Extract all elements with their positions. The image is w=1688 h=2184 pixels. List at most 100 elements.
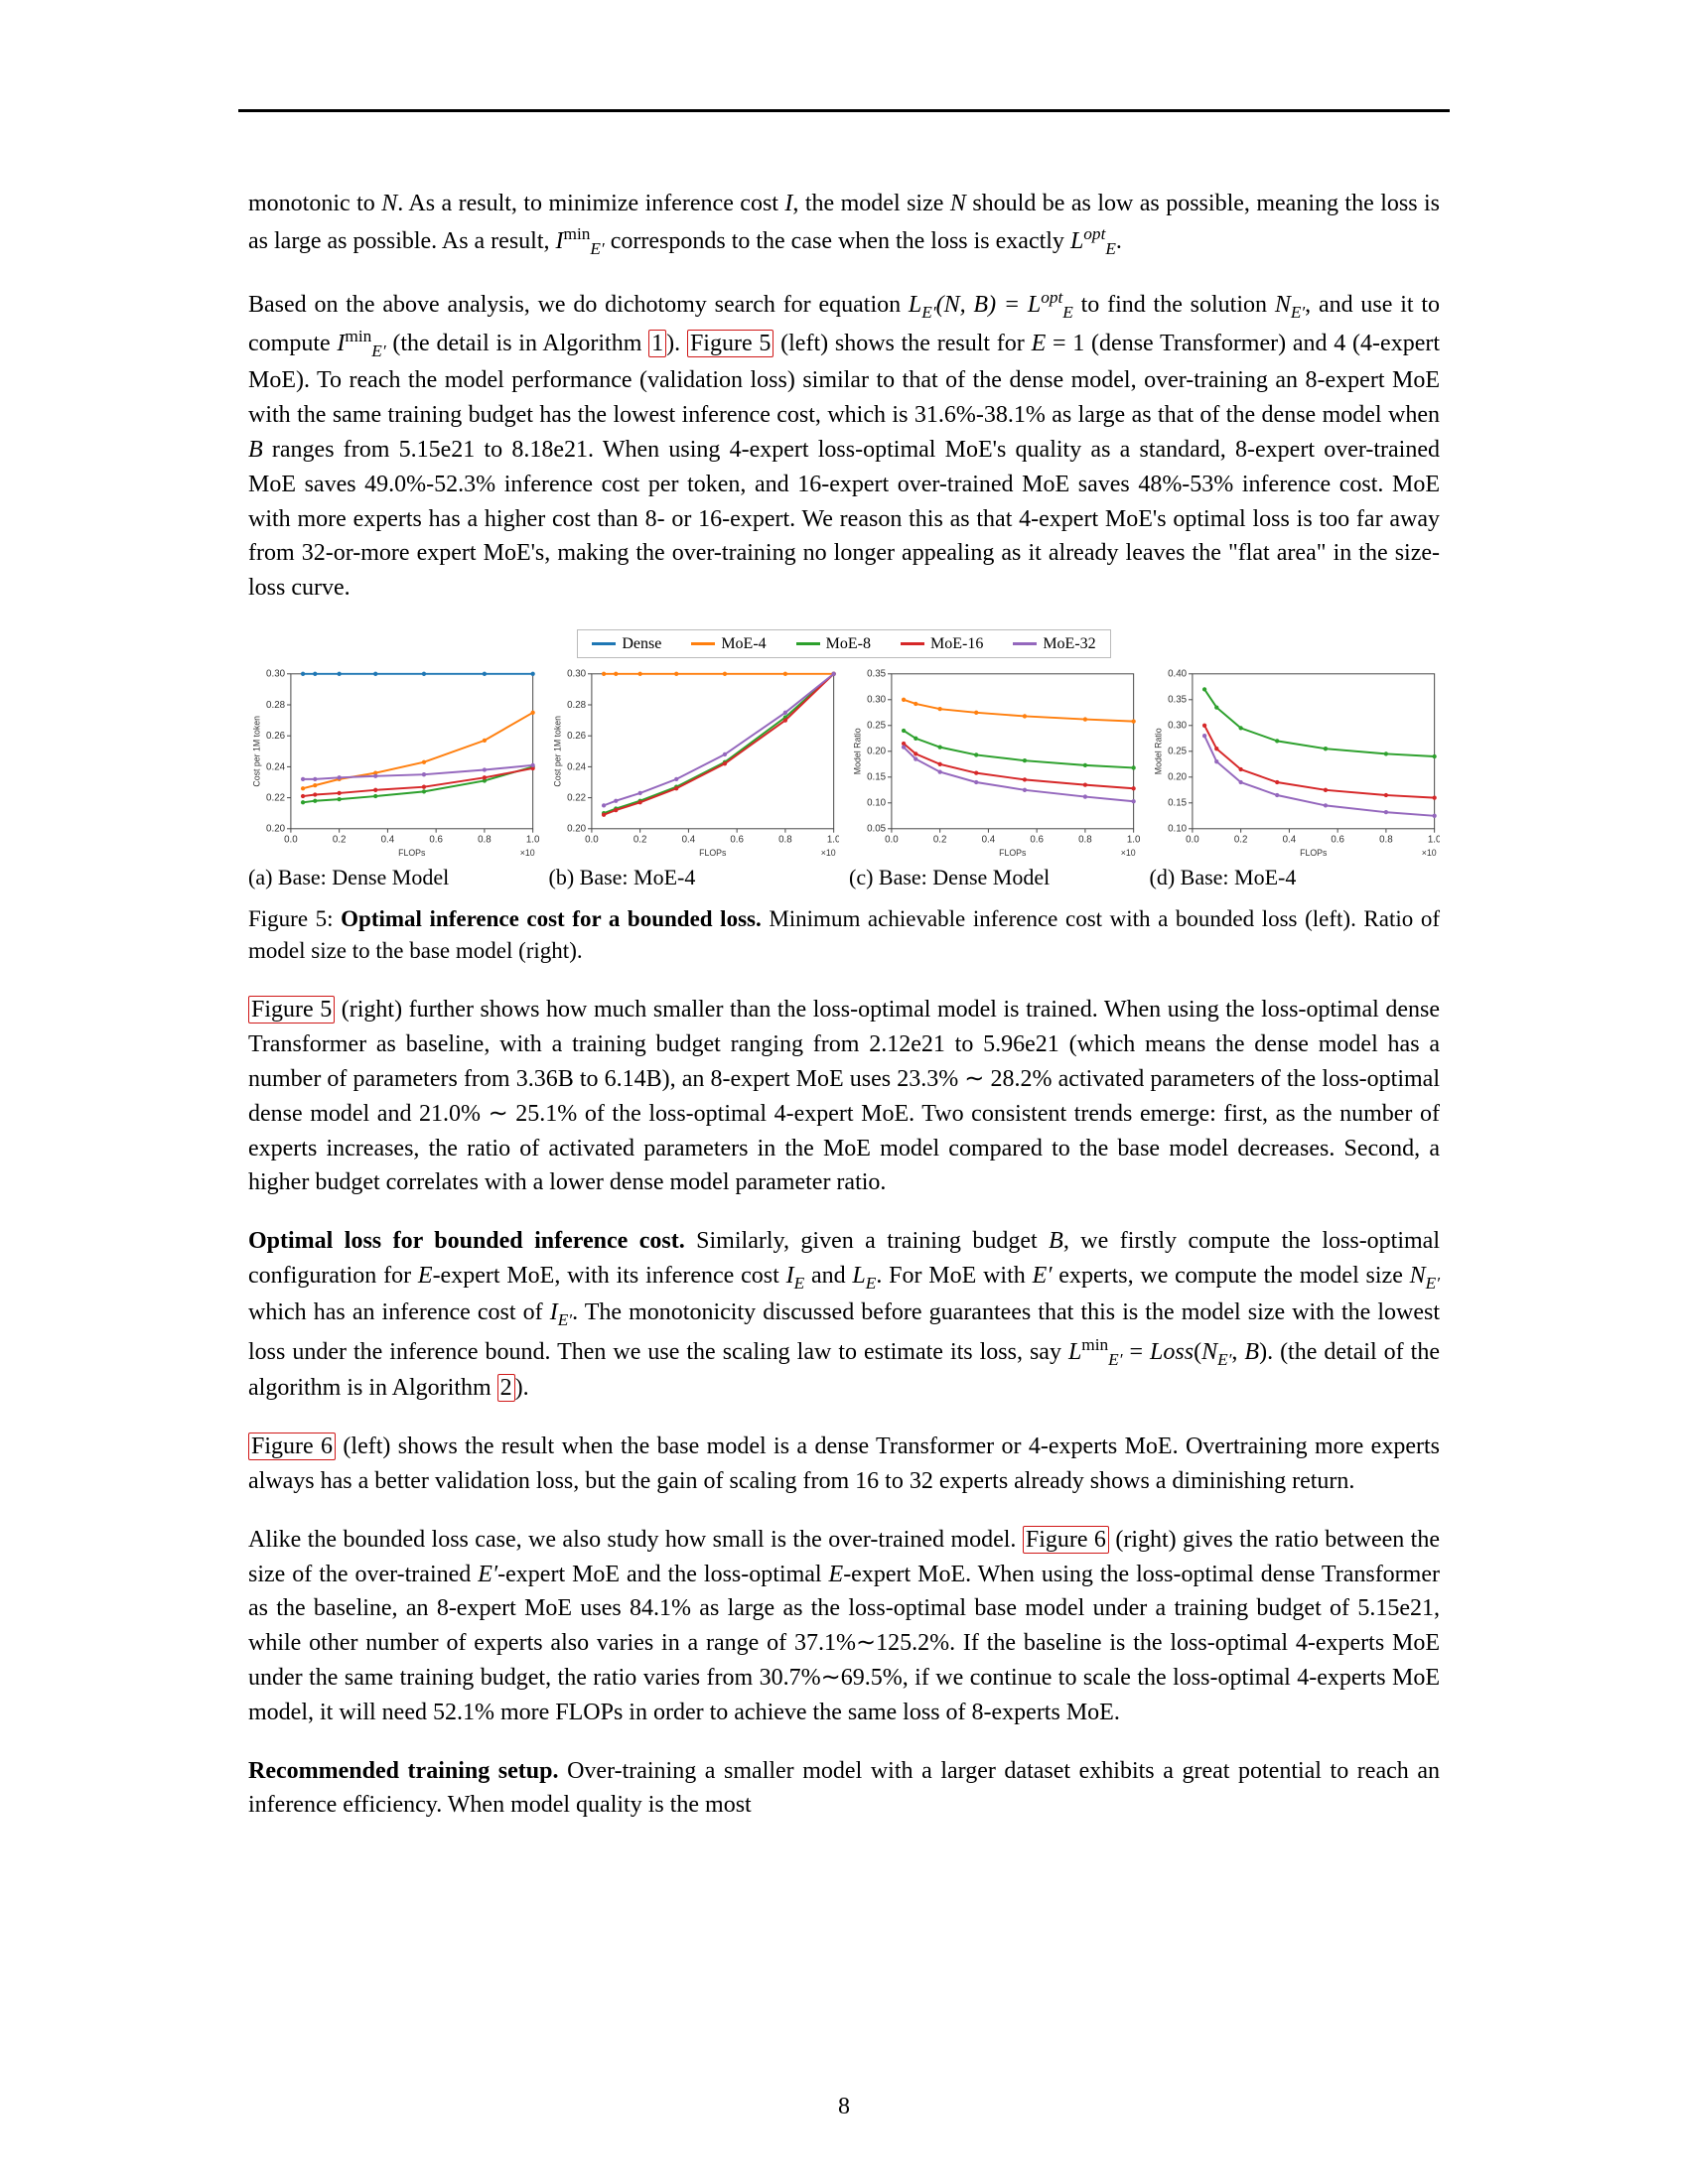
svg-text:0.0: 0.0 (585, 835, 599, 846)
var-N: N (381, 191, 397, 216)
swatch (592, 642, 616, 645)
var: I (786, 1263, 794, 1289)
var: E (1032, 331, 1047, 356)
text: ). (666, 331, 687, 356)
section-title: Optimal loss for bounded inference cost. (248, 1228, 685, 1254)
svg-text:0.2: 0.2 (1233, 835, 1247, 846)
para-4: Optimal loss for bounded inference cost.… (248, 1224, 1440, 1406)
var: L (1068, 1339, 1081, 1365)
svg-text:0.30: 0.30 (567, 669, 587, 680)
text: , the model size (792, 191, 949, 216)
sub: E (1105, 239, 1116, 258)
svg-text:0.6: 0.6 (1331, 835, 1344, 846)
figure-5-row: 0.200.220.240.260.280.300.00.20.40.60.81… (248, 666, 1440, 893)
legend-moe8: MoE-8 (796, 632, 871, 655)
para-3: Figure 5 (right) further shows how much … (248, 993, 1440, 1200)
label: MoE-16 (930, 632, 983, 655)
var: N (1201, 1339, 1217, 1365)
var: E′ (1033, 1263, 1053, 1289)
svg-text:0.4: 0.4 (1282, 835, 1296, 846)
ref-figure-5b[interactable]: Figure 5 (248, 996, 335, 1024)
page: monotonic to N. As a result, to minimize… (0, 0, 1688, 2184)
svg-text:Model Ratio: Model Ratio (853, 728, 863, 774)
label: Dense (622, 632, 661, 655)
text: ranges from 5.15e21 to 8.18e21. When usi… (248, 437, 1440, 601)
text: . For MoE with (876, 1263, 1032, 1289)
svg-text:0.20: 0.20 (1168, 772, 1188, 783)
var: L (852, 1263, 865, 1289)
fig-lead: Figure 5: (248, 906, 341, 931)
chart-d: 0.100.150.200.250.300.350.400.00.20.40.6… (1150, 666, 1441, 860)
caption-b: (b) Base: MoE-4 (549, 862, 840, 893)
chart-b: 0.200.220.240.260.280.300.00.20.40.60.81… (549, 666, 840, 860)
text: -expert MoE and the loss-optimal (497, 1562, 828, 1587)
svg-text:0.8: 0.8 (1078, 835, 1092, 846)
sup: min (1081, 1335, 1108, 1354)
svg-text:0.20: 0.20 (567, 824, 587, 835)
ref-algorithm-2[interactable]: 2 (497, 1374, 515, 1402)
text: which has an inference cost of (248, 1299, 550, 1325)
text: (right) further shows how much smaller t… (248, 997, 1440, 1195)
legend-dense: Dense (592, 632, 661, 655)
label: MoE-32 (1043, 632, 1095, 655)
text: experts, we compute the model size (1052, 1263, 1409, 1289)
top-rule (238, 109, 1450, 112)
ref-figure-5[interactable]: Figure 5 (687, 330, 774, 357)
var: N (1410, 1263, 1426, 1289)
ref-figure-6a[interactable]: Figure 6 (248, 1433, 336, 1460)
var: B (1049, 1228, 1063, 1254)
figure-5a: 0.200.220.240.260.280.300.00.20.40.60.81… (248, 666, 539, 893)
para-2: Based on the above analysis, we do dicho… (248, 285, 1440, 606)
svg-text:0.0: 0.0 (885, 835, 899, 846)
svg-text:1.0: 1.0 (526, 835, 539, 846)
svg-text:0.6: 0.6 (730, 835, 744, 846)
para-1: monotonic to N. As a result, to minimize… (248, 187, 1440, 261)
para-5: Figure 6 (left) shows the result when th… (248, 1430, 1440, 1499)
swatch (1013, 642, 1037, 645)
svg-text:1.0: 1.0 (1427, 835, 1440, 846)
svg-text:0.26: 0.26 (266, 731, 285, 742)
svg-text:Cost per 1M token: Cost per 1M token (252, 716, 262, 787)
svg-text:0.10: 0.10 (1168, 824, 1188, 835)
text: (the detail is in Algorithm (386, 331, 649, 356)
svg-text:0.25: 0.25 (867, 721, 887, 732)
sup: min (345, 327, 371, 345)
text: -expert MoE, with its inference cost (433, 1263, 786, 1289)
sup: opt (1041, 288, 1062, 307)
svg-text:0.30: 0.30 (266, 669, 286, 680)
figure-5-caption: Figure 5: Optimal inference cost for a b… (248, 903, 1440, 967)
sub: E′ (590, 239, 604, 258)
svg-text:FLOPs: FLOPs (1300, 848, 1328, 858)
text: ( (1194, 1339, 1201, 1365)
svg-text:1.0: 1.0 (1127, 835, 1140, 846)
sub: E (794, 1274, 805, 1293)
figure-5c: 0.050.100.150.200.250.300.350.00.20.40.6… (849, 666, 1140, 893)
svg-text:1.0: 1.0 (826, 835, 839, 846)
var-L: L (1070, 228, 1083, 254)
svg-text:0.24: 0.24 (266, 761, 286, 772)
text: (left) shows the result for (774, 331, 1031, 356)
var: N (1275, 292, 1291, 318)
svg-text:0.35: 0.35 (867, 669, 887, 680)
text: and (804, 1263, 852, 1289)
ref-algorithm-1[interactable]: 1 (648, 330, 666, 357)
svg-text:0.40: 0.40 (1168, 669, 1188, 680)
var: E (829, 1562, 844, 1587)
svg-text:0.20: 0.20 (266, 824, 286, 835)
svg-text:0.20: 0.20 (867, 747, 887, 757)
ref-figure-6b[interactable]: Figure 6 (1023, 1526, 1109, 1554)
para-7: Recommended training setup. Over-trainin… (248, 1754, 1440, 1824)
var: E (418, 1263, 433, 1289)
text: . (1116, 228, 1122, 254)
svg-text:0.15: 0.15 (867, 772, 887, 783)
var-N2: N (950, 191, 966, 216)
figure-5d: 0.100.150.200.250.300.350.400.00.20.40.6… (1150, 666, 1441, 893)
caption-a: (a) Base: Dense Model (248, 862, 539, 893)
svg-text:0.30: 0.30 (1168, 721, 1188, 732)
figure-5b: 0.200.220.240.260.280.300.00.20.40.60.81… (549, 666, 840, 893)
text: (left) shows the result when the base mo… (248, 1433, 1440, 1494)
text: = (1123, 1339, 1151, 1365)
legend-moe4: MoE-4 (691, 632, 766, 655)
svg-text:0.6: 0.6 (1030, 835, 1044, 846)
svg-text:0.22: 0.22 (567, 793, 586, 804)
